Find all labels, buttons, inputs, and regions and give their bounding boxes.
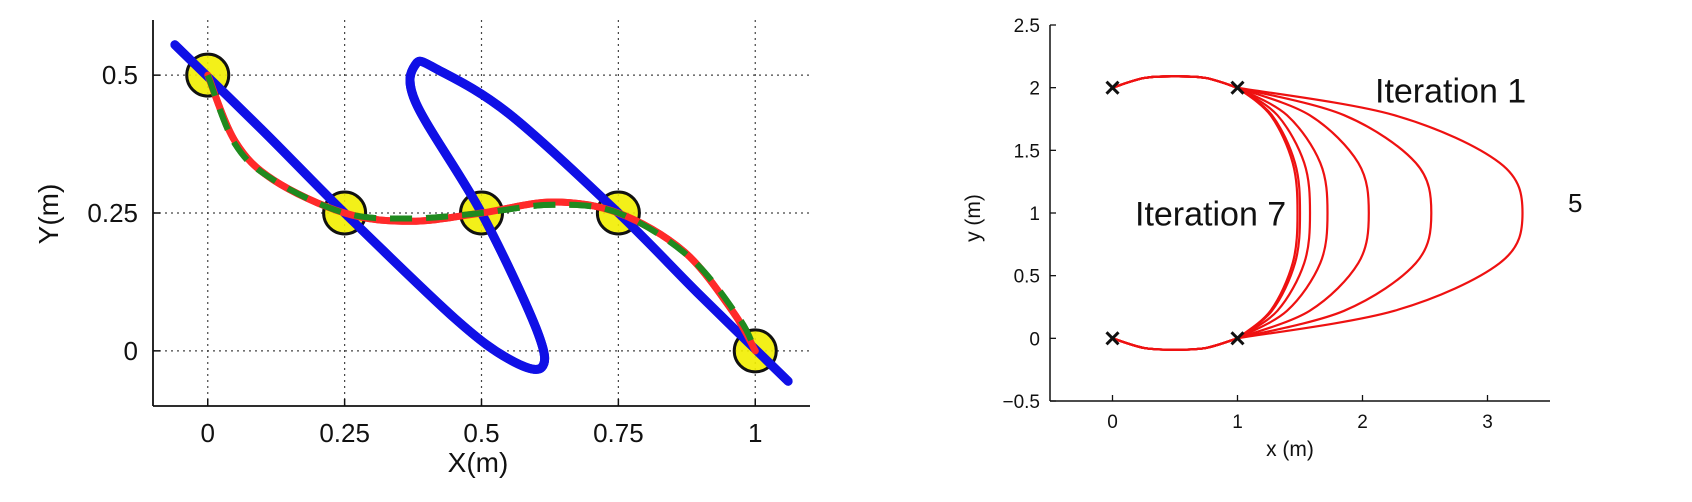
cross-marker <box>1230 80 1245 95</box>
iteration-6-curve <box>1236 86 1302 340</box>
iteration-curves <box>1112 75 1524 351</box>
y-tick-label: 2.5 <box>1014 16 1040 37</box>
iteration-5-curve <box>1236 86 1312 340</box>
tick-labels: 0 0.25 0.5 0.75 1 0 0.25 0.5 <box>87 60 762 448</box>
trajectory-plot: 0 0.25 0.5 0.75 1 0 0.25 0.5 X(m) Y(m) <box>33 20 810 478</box>
x-tick-label: 3 <box>1482 412 1493 433</box>
axes <box>1049 24 1550 402</box>
x-tick-label: 0.75 <box>593 418 644 448</box>
x-tick-label: 0.5 <box>463 418 499 448</box>
x-tick-label: 0 <box>201 418 215 448</box>
x-tick-label: 2 <box>1357 412 1368 433</box>
iteration-4-curve <box>1236 86 1329 340</box>
iteration-annotation: Iteration 1 <box>1375 73 1526 111</box>
y-tick-label: 0.25 <box>87 198 138 228</box>
x-tick-label: 0 <box>1107 412 1118 433</box>
iteration-plot: 0 1 2 3−0.500.511.522.5 Iteration 1Iteratio… <box>962 16 1582 461</box>
y-tick-label: 0 <box>124 336 138 366</box>
series-line-3-overlay <box>204 74 759 353</box>
y-tick-label: 0 <box>1029 329 1040 350</box>
axes <box>152 20 810 407</box>
cross-marker <box>1105 80 1120 95</box>
y-axis-label: y (m) <box>962 194 985 242</box>
x-tick-label: 1 <box>748 418 762 448</box>
iteration-7-top-arc <box>1112 75 1238 89</box>
x-tick-label: 1 <box>1232 412 1243 433</box>
cross-marker <box>1230 331 1245 346</box>
cross-marker <box>1105 331 1120 346</box>
y-tick-label: −0.5 <box>1002 392 1040 413</box>
iteration-2-curve <box>1237 86 1433 340</box>
y-tick-label: 2 <box>1029 79 1040 100</box>
waypoints <box>170 40 793 386</box>
tick-labels: 0 1 2 3 −0.5 0 0.5 1 1.5 2 2.5 <box>1002 16 1492 433</box>
iteration-1-curve <box>1237 86 1524 340</box>
clipped-label: 5 <box>1568 188 1582 218</box>
y-axis-label: Y(m) <box>33 184 64 245</box>
y-tick-label: 0.5 <box>102 60 138 90</box>
iteration-3-curve <box>1237 86 1370 340</box>
iteration-7-curve <box>1236 86 1299 340</box>
x-axis-label: X(m) <box>448 447 509 478</box>
cross-markers <box>1105 80 1245 346</box>
iteration-7-bottom-arc <box>1112 337 1238 351</box>
iteration-annotation: Iteration 7 <box>1135 196 1286 234</box>
x-tick-label: 0.25 <box>319 418 370 448</box>
y-tick-label: 1 <box>1029 204 1040 225</box>
x-axis-label: x (m) <box>1266 438 1314 461</box>
y-tick-label: 1.5 <box>1014 141 1040 162</box>
annotations: Iteration 1 Iteration 7 <box>1135 73 1526 234</box>
y-tick-label: 0.5 <box>1014 267 1040 288</box>
